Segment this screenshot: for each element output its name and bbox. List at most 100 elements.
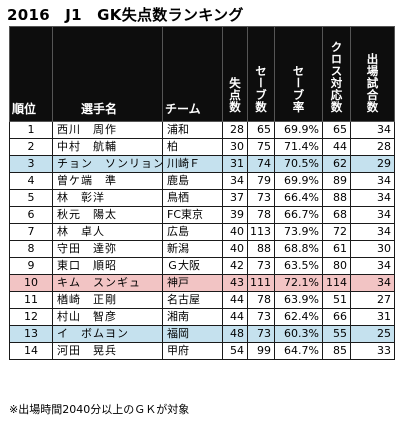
cross-handled-cell: 62 [322,155,351,173]
team-cell: 名古屋 [162,291,223,309]
table-row: 6 秋元 陽太 FC東京 39 78 66.7% 68 34 [9,206,395,224]
cross-handled-cell: 66 [322,308,351,326]
team-cell: 川崎Ｆ [162,155,223,173]
cross-handled-cell: 72 [322,223,351,241]
table-row: 10 キム スンギュ 神戸 43 111 72.1% 114 34 [9,274,395,292]
rank-cell: 13 [9,325,53,343]
save-rate-cell: 71.4% [274,138,323,156]
cross-handled-cell: 51 [322,291,351,309]
header-team: チーム [162,26,223,122]
header-cross-handled: クロス対応数 [322,26,351,122]
save-rate-cell: 68.8% [274,240,323,258]
save-rate-cell: 66.4% [274,189,323,207]
rank-cell: 4 [9,172,53,190]
rank-cell: 14 [9,342,53,360]
team-cell: 浦和 [162,121,223,139]
save-rate-cell: 69.9% [274,172,323,190]
player-cell: 中村 航輔 [52,138,163,156]
table-row: 3 チョン ソンリョン 川崎Ｆ 31 74 70.5% 62 29 [9,155,395,173]
rank-cell: 7 [9,223,53,241]
save-rate-cell: 60.3% [274,325,323,343]
cross-handled-cell: 55 [322,325,351,343]
cross-handled-cell: 44 [322,138,351,156]
header-save-rate: セーブ率 [274,26,323,122]
player-cell: 東口 順昭 [52,257,163,275]
save-rate-cell: 63.5% [274,257,323,275]
goals-against-cell: 40 [222,223,248,241]
rank-cell: 5 [9,189,53,207]
table-row: 4 曽ケ端 準鹿島 34 79 69.9% 89 34 [9,172,395,190]
rank-cell: 8 [9,240,53,258]
appearances-cell: 34 [350,172,395,190]
appearances-cell: 27 [350,291,395,309]
player-cell: 曽ケ端 準 [52,172,163,190]
table-row: 1 西川 周作 浦和 28 65 69.9% 65 34 [9,121,395,139]
player-cell: 西川 周作 [52,121,163,139]
save-rate-cell: 66.7% [274,206,323,224]
saves-cell: 73 [247,308,275,326]
goals-against-cell: 44 [222,308,248,326]
team-cell: 神戸 [162,274,223,292]
player-cell: 林 彰洋 [52,189,163,207]
team-cell: 鹿島 [162,172,223,190]
player-cell: 河田 晃兵 [52,342,163,360]
player-cell: イ ボムヨン [52,325,163,343]
rank-cell: 10 [9,274,53,292]
cross-handled-cell: 89 [322,172,351,190]
appearances-cell: 31 [350,308,395,326]
header-appearances: 出場試合数 [350,26,395,122]
header-saves: セーブ数 [247,26,275,122]
header-goals-against: 失点数 [222,26,248,122]
saves-cell: 111 [247,274,275,292]
table-row: 8 守田 達弥 新潟 40 88 68.8% 61 30 [9,240,395,258]
appearances-cell: 34 [350,257,395,275]
team-cell: Ｇ大阪 [162,257,223,275]
team-cell: 湘南 [162,308,223,326]
saves-cell: 99 [247,342,275,360]
rank-cell: 6 [9,206,53,224]
goals-against-cell: 28 [222,121,248,139]
team-cell: 甲府 [162,342,223,360]
goals-against-cell: 54 [222,342,248,360]
team-cell: FC東京 [162,206,223,224]
save-rate-cell: 70.5% [274,155,323,173]
appearances-cell: 29 [350,155,395,173]
table-row: 9 東口 順昭 Ｇ大阪 42 73 63.5% 80 34 [9,257,395,275]
page-title: 2016 J1 GK失点数ランキング [7,6,244,24]
player-cell: 楢崎 正剛 [52,291,163,309]
team-cell: 新潟 [162,240,223,258]
cross-handled-cell: 80 [322,257,351,275]
player-cell: 秋元 陽太 [52,206,163,224]
header-player: 選手名 [52,26,163,122]
save-rate-cell: 69.9% [274,121,323,139]
goals-against-cell: 44 [222,291,248,309]
table-header-row: 順位 選手名 チーム 失点数 セーブ数 セーブ率 クロス対応数 出場試合数 [9,26,395,122]
goals-against-cell: 40 [222,240,248,258]
saves-cell: 113 [247,223,275,241]
saves-cell: 73 [247,257,275,275]
player-cell: キム スンギュ [52,274,163,292]
goals-against-cell: 48 [222,325,248,343]
saves-cell: 73 [247,189,275,207]
saves-cell: 74 [247,155,275,173]
saves-cell: 65 [247,121,275,139]
saves-cell: 88 [247,240,275,258]
rank-cell: 1 [9,121,53,139]
saves-cell: 73 [247,325,275,343]
player-cell: チョン ソンリョン [52,155,163,173]
cross-handled-cell: 85 [322,342,351,360]
goals-against-cell: 42 [222,257,248,275]
saves-cell: 79 [247,172,275,190]
player-cell: 林 卓人 [52,223,163,241]
cross-handled-cell: 61 [322,240,351,258]
appearances-cell: 34 [350,121,395,139]
team-cell: 鳥栖 [162,189,223,207]
goals-against-cell: 39 [222,206,248,224]
table-row: 11 楢崎 正剛 名古屋 44 78 63.9% 51 27 [9,291,395,309]
cross-handled-cell: 68 [322,206,351,224]
rank-cell: 3 [9,155,53,173]
cross-handled-cell: 114 [322,274,351,292]
